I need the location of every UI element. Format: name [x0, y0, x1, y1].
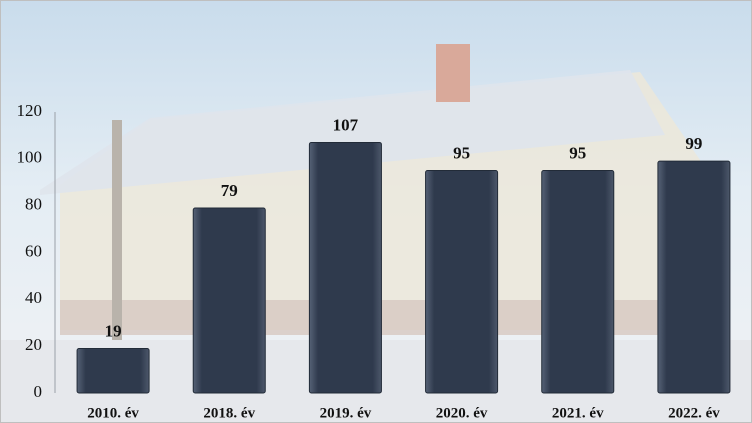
value-label: 79 [221, 181, 238, 200]
bar [192, 207, 266, 394]
x-tick-label: 2018. év [203, 405, 255, 421]
x-tick-label: 2010. év [87, 405, 139, 421]
bar [76, 348, 150, 394]
x-tick-label: 2020. év [436, 405, 488, 421]
value-label: 95 [569, 143, 586, 162]
x-tick-label: 2019. év [320, 405, 372, 421]
y-tick-label: 40 [25, 288, 42, 307]
value-label: 99 [685, 134, 702, 153]
x-tick-label: 2022. év [668, 405, 720, 421]
bar [425, 170, 499, 394]
y-tick-label: 100 [17, 148, 43, 167]
y-tick-label: 60 [25, 241, 42, 260]
y-tick-label: 120 [17, 101, 43, 120]
bar [541, 170, 615, 394]
bar [308, 141, 382, 394]
value-label: 95 [453, 143, 470, 162]
bar [657, 160, 731, 394]
value-label: 107 [333, 115, 359, 134]
x-tick-label: 2021. év [552, 405, 604, 421]
value-label: 19 [105, 321, 122, 340]
y-tick-label: 20 [25, 335, 42, 354]
y-tick-label: 0 [34, 382, 43, 401]
y-tick-label: 80 [25, 195, 42, 214]
